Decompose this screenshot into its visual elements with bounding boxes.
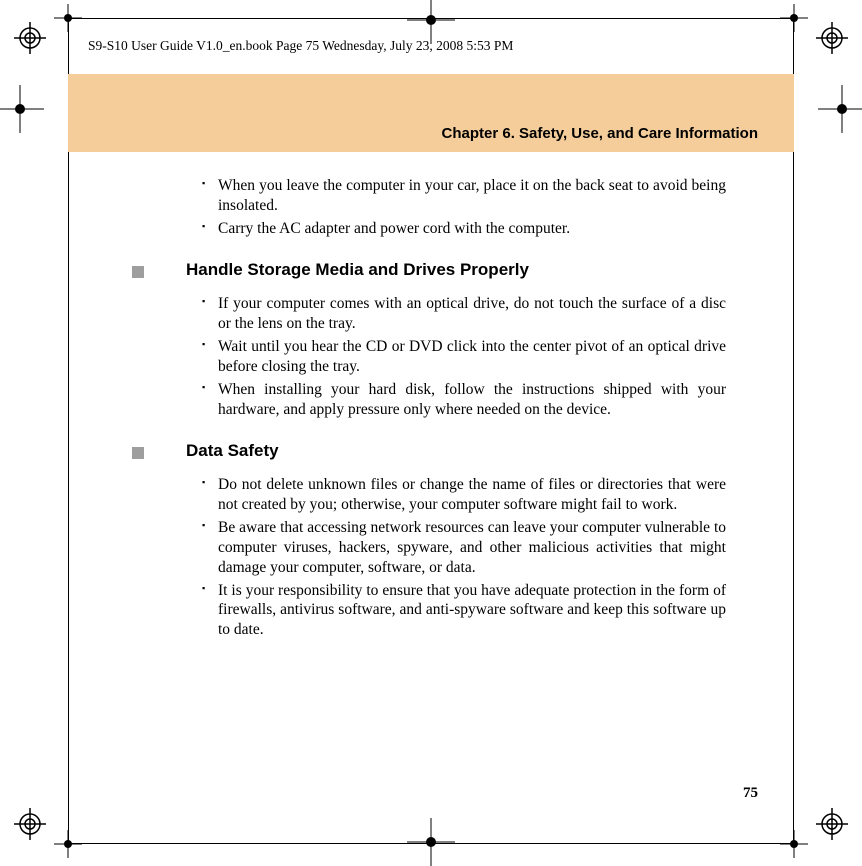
- bullet-item: Do not delete unknown files or change th…: [204, 475, 726, 515]
- reg-mark-tl: [14, 22, 46, 54]
- section-bullet-list: If your computer comes with an optical d…: [186, 294, 726, 419]
- section-title: Data Safety: [186, 441, 279, 461]
- section-row: Handle Storage Media and Drives Properly: [132, 260, 726, 280]
- section-title: Handle Storage Media and Drives Properly: [186, 260, 529, 280]
- section-marker-icon: [132, 447, 144, 459]
- page-content: When you leave the computer in your car,…: [186, 176, 726, 662]
- crop-cross-right-upper: [818, 85, 862, 133]
- reg-mark-bl: [14, 808, 46, 840]
- bullet-item: When installing your hard disk, follow t…: [204, 380, 726, 420]
- bullet-item: Be aware that accessing network resource…: [204, 518, 726, 577]
- page-number: 75: [743, 785, 758, 802]
- section-bullet-list: Do not delete unknown files or change th…: [186, 475, 726, 640]
- header-line: S9-S10 User Guide V1.0_en.book Page 75 W…: [88, 38, 774, 54]
- chapter-banner: Chapter 6. Safety, Use, and Care Informa…: [68, 74, 794, 152]
- bullet-item: If your computer comes with an optical d…: [204, 294, 726, 334]
- reg-mark-tr: [816, 22, 848, 54]
- chapter-title: Chapter 6. Safety, Use, and Care Informa…: [442, 125, 758, 142]
- bullet-item: When you leave the computer in your car,…: [204, 176, 726, 216]
- section-marker-icon: [132, 266, 144, 278]
- bullet-item: Carry the AC adapter and power cord with…: [204, 219, 726, 239]
- reg-mark-br: [816, 808, 848, 840]
- bullet-item: Wait until you hear the CD or DVD click …: [204, 337, 726, 377]
- intro-bullet-list: When you leave the computer in your car,…: [186, 176, 726, 238]
- bullet-item: It is your responsibility to ensure that…: [204, 581, 726, 640]
- section-row: Data Safety: [132, 441, 726, 461]
- crop-cross-left-upper: [0, 85, 44, 133]
